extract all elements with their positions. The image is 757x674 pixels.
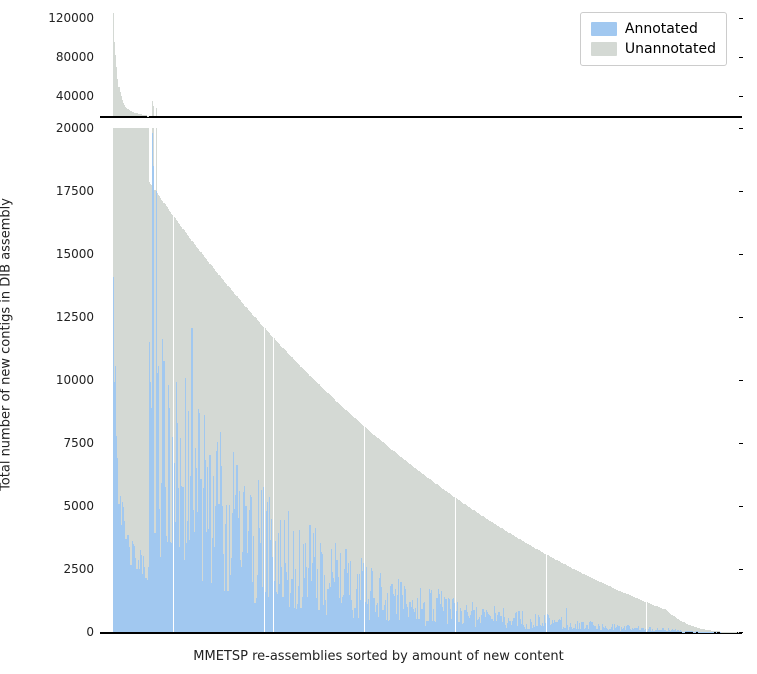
y-tick-label: 10000 [56,373,100,387]
lower-panel-bars [100,128,742,632]
figure: Total number of new contigs in DIB assem… [0,0,757,674]
y-tick-label: 17500 [56,184,100,198]
y-tick-label: 15000 [56,247,100,261]
y-tick-label: 40000 [56,89,100,103]
legend-item: Annotated [591,19,716,39]
y-tick-label: 2500 [63,562,100,576]
x-axis-label: MMETSP re-assemblies sorted by amount of… [0,649,757,664]
y-tick-label: 0 [86,625,100,639]
legend: Annotated Unannotated [580,12,727,66]
y-tick-label: 7500 [63,436,100,450]
legend-swatch [591,22,617,36]
legend-label: Annotated [625,21,698,37]
y-tick-label: 20000 [56,121,100,135]
y-axis-label: Total number of new contigs in DIB assem… [0,198,14,491]
legend-label: Unannotated [625,41,716,57]
legend-item: Unannotated [591,39,716,59]
y-tick-label: 80000 [56,50,100,64]
legend-swatch [591,42,617,56]
y-tick-label: 120000 [48,11,100,25]
lower-panel: 02500500075001000012500150001750020000 [100,128,742,634]
y-tick-label: 5000 [63,499,100,513]
y-tick-label: 12500 [56,310,100,324]
